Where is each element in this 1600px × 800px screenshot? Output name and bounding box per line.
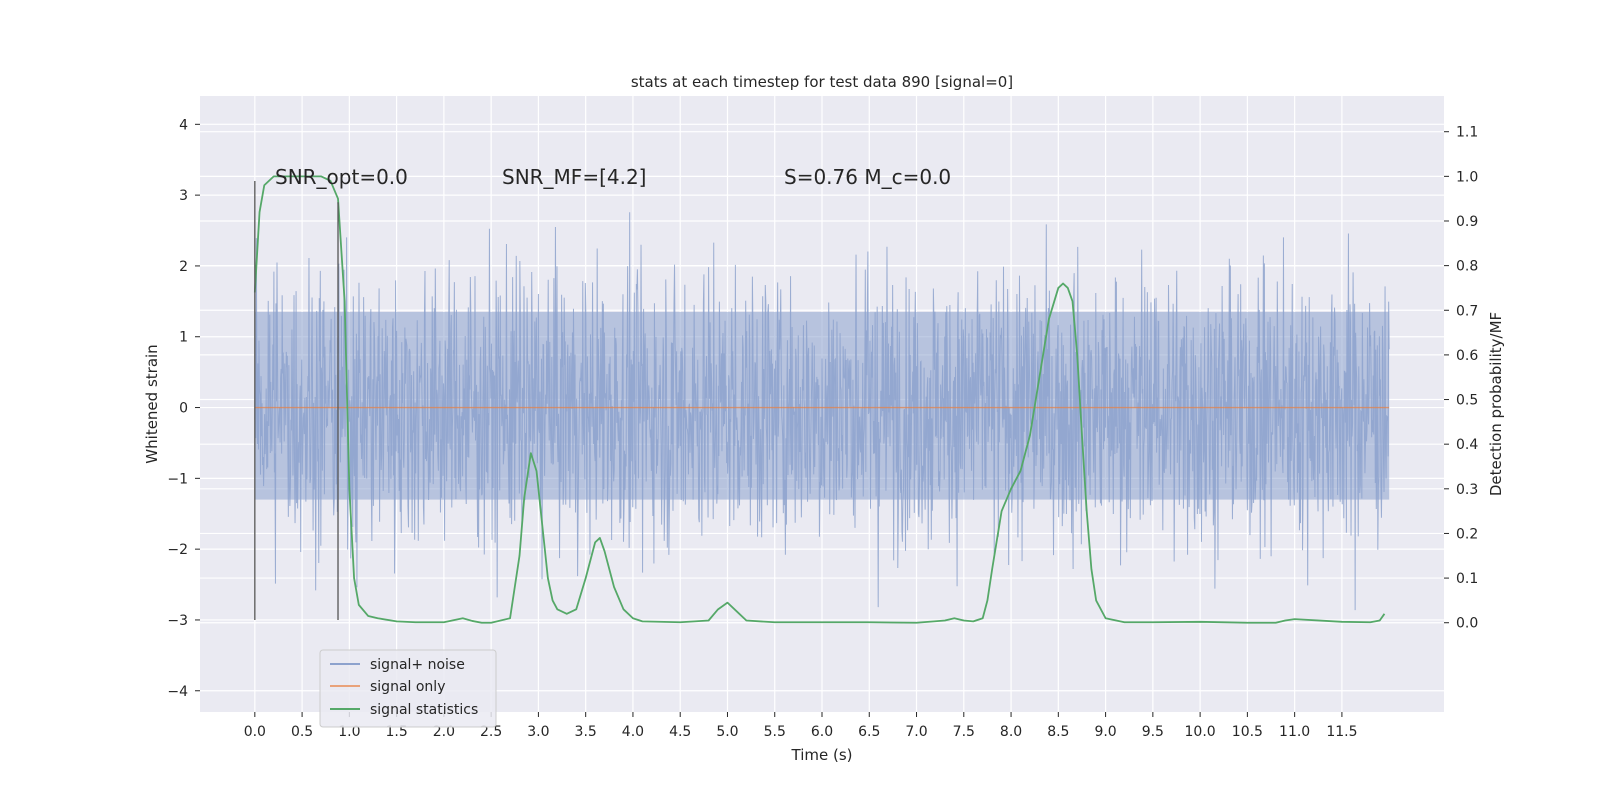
x-tick-label: 7.5: [953, 724, 975, 740]
x-tick-label: 1.5: [385, 724, 407, 740]
legend-label-signal-only: signal only: [370, 679, 445, 695]
x-tick-label: 0.0: [244, 724, 266, 740]
annotation-snr-mf: SNR_MF=[4.2]: [502, 165, 646, 189]
x-tick-label: 3.5: [575, 724, 597, 740]
series-layer: [253, 175, 1390, 624]
x-tick-label: 8.0: [1000, 724, 1022, 740]
x-tick-label: 10.5: [1232, 724, 1263, 740]
x-tick-label: 2.0: [433, 724, 455, 740]
x-tick-label: 8.5: [1047, 724, 1069, 740]
x-tick-label: 1.0: [338, 724, 360, 740]
x-tick-label: 9.0: [1094, 724, 1116, 740]
y-tick-label: 4: [179, 117, 188, 133]
legend: signal+ noise signal only signal statist…: [319, 649, 497, 728]
legend-label-signal-plus-noise: signal+ noise: [370, 657, 465, 673]
marker-lines: [254, 180, 339, 620]
y-tick-label: −2: [167, 542, 188, 558]
axes: 0.0 0.5 1.0 1.5 2.0 2.5 3.0 3.5 4.0 4.5 5.0 5.5 6.0 6…: [167, 117, 1478, 740]
y-tick-label: −4: [167, 684, 188, 700]
x-tick-label: 6.5: [858, 724, 880, 740]
y-right-tick-label: 0.2: [1456, 526, 1478, 542]
x-axis-label: Time (s): [791, 746, 853, 764]
y-tick-label: 2: [179, 259, 188, 275]
x-tick-label: 6.0: [811, 724, 833, 740]
y-right-tick-label: 0.6: [1456, 348, 1478, 364]
y-right-tick-label: 0.8: [1456, 259, 1478, 275]
y-right-tick-label: 1.0: [1456, 169, 1478, 185]
y-tick-label: 1: [179, 330, 188, 346]
y-right-tick-label: 1.1: [1456, 125, 1478, 141]
chart-title: stats at each timestep for test data 890…: [631, 73, 1013, 91]
x-tick-label: 0.5: [291, 724, 313, 740]
series-line-signal-statistics: [253, 175, 1386, 624]
x-tick-label: 3.0: [527, 724, 549, 740]
y-tick-label: 3: [179, 188, 188, 204]
series-signal-plus-noise: [254, 212, 1390, 611]
x-tick-label: 7.0: [905, 724, 927, 740]
noise-band: [254, 311, 1390, 500]
x-tick-label: 5.5: [764, 724, 786, 740]
y-right-tick-label: 0.1: [1456, 571, 1478, 587]
y-axis-right-label: Detection probability/MF: [1487, 312, 1505, 496]
y-tick-label: −3: [167, 613, 188, 629]
legend-label-signal-statistics: signal statistics: [370, 702, 478, 718]
y-axis-label: Whitened strain: [143, 344, 161, 463]
y-right-tick-label: 0.3: [1456, 482, 1478, 498]
annotation-snr-opt: SNR_opt=0.0: [275, 165, 408, 189]
x-tick-label: 5.0: [716, 724, 738, 740]
x-tick-label: 2.5: [480, 724, 502, 740]
x-tick-label: 9.5: [1142, 724, 1164, 740]
x-tick-label: 11.0: [1279, 724, 1310, 740]
x-tick-label: 4.5: [669, 724, 691, 740]
x-tick-label: 10.0: [1185, 724, 1216, 740]
y-right-tick-label: 0.4: [1456, 437, 1478, 453]
y-tick-label: 0: [179, 401, 188, 417]
x-tick-label: 4.0: [622, 724, 644, 740]
y-right-tick-label: 0.9: [1456, 214, 1478, 230]
y-right-tick-label: 0.0: [1456, 616, 1478, 632]
legend-box: [319, 649, 497, 728]
y-right-tick-label: 0.7: [1456, 303, 1478, 319]
annotation-s-mc: S=0.76 M_c=0.0: [784, 165, 951, 189]
y-right-tick-label: 0.5: [1456, 393, 1478, 409]
x-tick-label: 11.5: [1326, 724, 1357, 740]
y-tick-label: −1: [167, 471, 188, 487]
